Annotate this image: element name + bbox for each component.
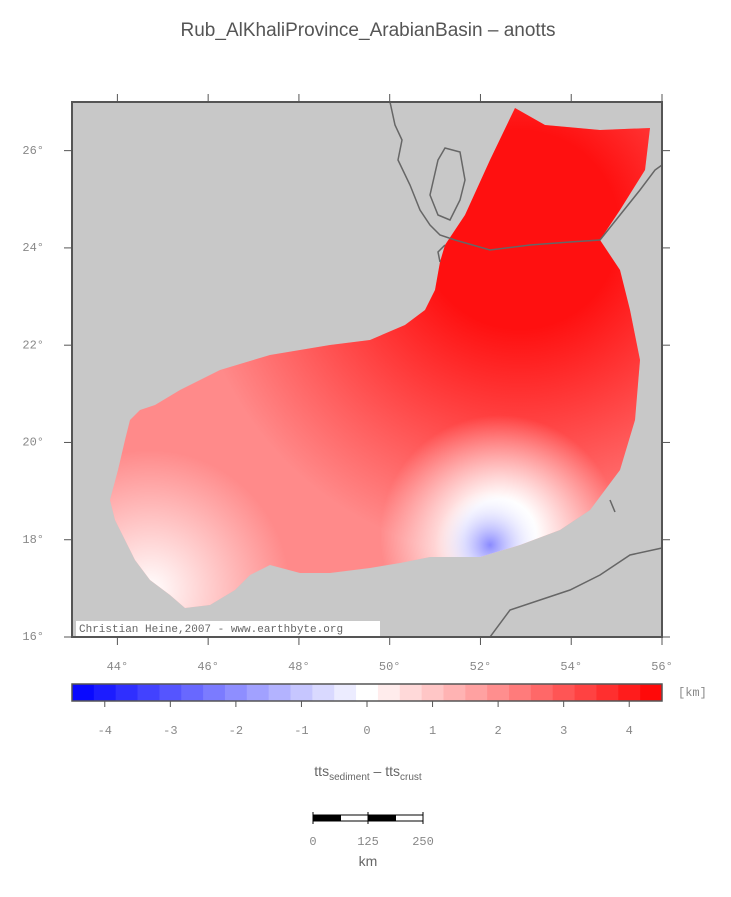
label-part: tts — [314, 763, 329, 779]
colorbar-cell — [574, 684, 597, 701]
x-tick-label: 44° — [107, 660, 129, 674]
colorbar-cell — [487, 684, 510, 701]
colorbar-cell — [356, 684, 379, 701]
credit-box — [76, 621, 380, 636]
colorbar-cell — [618, 684, 641, 701]
colorbar-cell — [509, 684, 532, 701]
scalebar-tick-label: 250 — [412, 835, 434, 849]
colorbar-cell — [290, 684, 313, 701]
label-sub: crust — [400, 772, 422, 783]
x-tick-label: 56° — [651, 660, 673, 674]
x-tick-label: 54° — [560, 660, 582, 674]
y-tick-label: 16° — [22, 630, 44, 644]
scalebar-segment — [340, 814, 369, 822]
label-sub: sediment — [329, 772, 370, 783]
colorbar-cell — [334, 684, 357, 701]
credit: Christian Heine,2007 - www.earthbyte.org — [79, 624, 343, 636]
colorbar-cell — [224, 684, 248, 701]
colorbar-cell — [93, 684, 117, 701]
x-tick-label: 52° — [470, 660, 492, 674]
coastlines — [389, 101, 663, 638]
scalebar-segment — [367, 814, 396, 822]
scalebar-tick-label: 0 — [309, 835, 316, 849]
colorbar: -4 -3 -2 -1 0 1 2 3 4 — [71, 683, 663, 738]
colorbar-cell — [399, 684, 423, 701]
colorbar-cell — [115, 684, 139, 701]
y-tick-label: 22° — [22, 338, 44, 352]
colorbar-tick-label: -3 — [163, 724, 177, 738]
colorbar-cell — [137, 684, 160, 701]
y-tick-label: 18° — [22, 533, 44, 547]
colorbar-tick-label: -4 — [98, 724, 112, 738]
colorbar-cell — [246, 684, 270, 701]
colorbar-cell — [640, 684, 663, 701]
colorbar-cell — [443, 684, 466, 701]
scalebar-segment — [395, 814, 424, 822]
x-tick-label: 48° — [288, 660, 310, 674]
colorbar-tick-label: 0 — [363, 724, 370, 738]
y-tick-label: 20° — [22, 436, 44, 450]
colorbar-cell — [421, 684, 444, 701]
colorbar-tick-label: 4 — [626, 724, 633, 738]
y-tick-label: 26° — [22, 144, 44, 158]
scalebar-segment — [312, 814, 341, 822]
colorbar-cell — [159, 684, 182, 701]
colorbar-tick-label: -2 — [229, 724, 243, 738]
y-tick-label: 24° — [22, 241, 44, 255]
label-part: – tts — [370, 763, 400, 779]
scalebar-unit: km — [359, 853, 378, 869]
colorbar-label: ttssediment – ttscrust — [314, 763, 422, 783]
colorbar-cell — [203, 684, 226, 701]
x-tick-label: 46° — [197, 660, 219, 674]
colorbar-tick-label: 3 — [560, 724, 567, 738]
scalebar: 0 125 250 — [309, 812, 434, 849]
colorbar-tick-label: 1 — [429, 724, 436, 738]
colorbar-cell — [377, 684, 401, 701]
scalebar-tick-label: 125 — [357, 835, 379, 849]
map-frame — [71, 101, 663, 638]
colorbar-cell — [181, 684, 204, 701]
x-tick-label: 50° — [379, 660, 401, 674]
colorbar-cell — [552, 684, 576, 701]
colorbar-cell — [596, 684, 619, 701]
colorbar-cell — [268, 684, 292, 701]
colorbar-tick-label: 2 — [495, 724, 502, 738]
colorbar-cell — [72, 684, 95, 701]
map: Christian Heine,2007 - www.earthbyte.org… — [22, 94, 673, 674]
colorbar-cell — [312, 684, 335, 701]
colorbar-cell — [530, 684, 554, 701]
colorbar-tick-label: -1 — [294, 724, 308, 738]
colorbar-cell — [465, 684, 488, 701]
colorbar-unit: [km] — [678, 686, 707, 700]
title: Rub_AlKhaliProvince_ArabianBasin – anott… — [181, 20, 556, 41]
